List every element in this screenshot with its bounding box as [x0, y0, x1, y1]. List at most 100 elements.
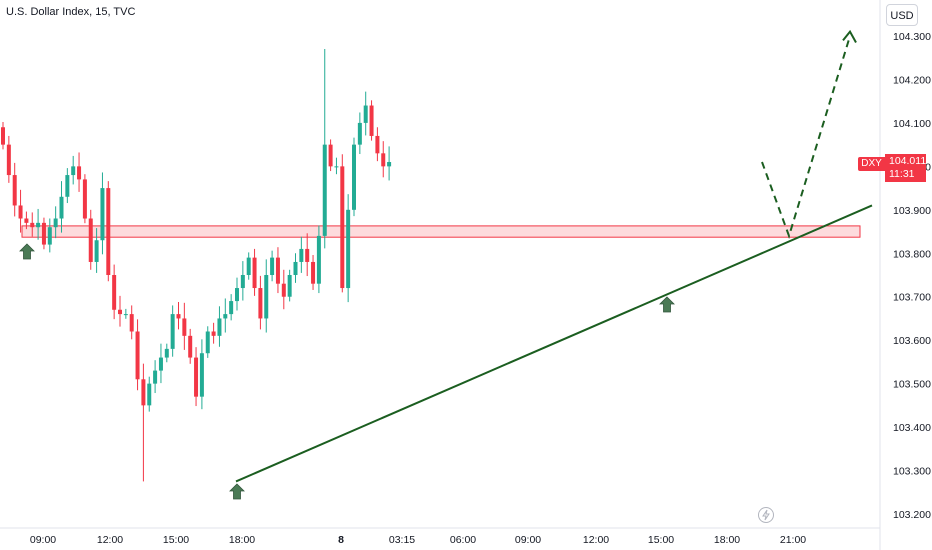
candle-body [293, 261, 298, 275]
projection-arrowhead [842, 29, 857, 44]
y-tick-label: 104.200 [893, 74, 931, 86]
candle [170, 305, 175, 357]
candle [129, 305, 134, 340]
candle-body [328, 144, 333, 167]
candle [322, 49, 327, 249]
candle [106, 181, 111, 282]
candle [287, 269, 292, 302]
ascending-trendline [235, 204, 873, 483]
candle-body [106, 188, 111, 275]
candle-body [235, 288, 239, 302]
candle [252, 248, 257, 296]
candle [53, 206, 58, 239]
candle-body [311, 261, 316, 284]
candle-body [270, 257, 275, 275]
candle [12, 162, 17, 217]
chart-title: U.S. Dollar Index, 15, TVC [6, 6, 136, 18]
candle-body [24, 218, 29, 223]
candle-body [82, 179, 87, 219]
candle [217, 306, 222, 347]
candle [59, 181, 64, 233]
candle-body [36, 222, 41, 228]
y-tick-label: 104.000 [893, 161, 931, 173]
candle [311, 255, 316, 290]
candle-body [100, 188, 105, 241]
candle [158, 343, 163, 384]
candle-body [88, 218, 93, 262]
x-tick-label: 15:00 [163, 534, 189, 546]
candle-body [211, 331, 216, 336]
candle-body [205, 331, 210, 354]
candle-body [53, 218, 58, 228]
candle-body [71, 166, 76, 176]
candle-body [41, 222, 46, 245]
candle-body [199, 353, 204, 397]
candle [363, 91, 368, 136]
candle-body [363, 105, 368, 123]
candle-body [334, 166, 339, 168]
candle [340, 154, 345, 293]
lightning-icon[interactable] [758, 507, 774, 523]
candle [36, 208, 41, 240]
candle [375, 127, 380, 162]
candle-body [316, 235, 321, 284]
candle-body [246, 257, 251, 275]
currency-button[interactable]: USD [886, 4, 918, 26]
x-tick-label: 12:00 [583, 534, 609, 546]
candle-body [135, 331, 140, 380]
candle [369, 100, 374, 141]
candle [194, 347, 199, 407]
y-tick-label: 103.600 [893, 335, 931, 347]
candle-body [357, 122, 362, 145]
candle [94, 228, 99, 273]
candle-body [322, 144, 327, 236]
x-tick-label: 12:00 [97, 534, 123, 546]
candle [41, 217, 46, 250]
candle [112, 264, 117, 320]
candle [275, 247, 280, 294]
candle [141, 363, 146, 482]
y-tick-label: 103.300 [893, 466, 931, 478]
candle-body [281, 283, 286, 297]
candle-body [65, 175, 70, 197]
candle-body [258, 288, 263, 319]
candle-body [264, 275, 269, 319]
candle [47, 218, 52, 253]
x-tick-label: 15:00 [648, 534, 674, 546]
candle [235, 277, 239, 311]
support-zone [21, 225, 861, 238]
candle-body [170, 314, 175, 349]
candle [77, 152, 82, 192]
y-tick-label: 103.400 [893, 422, 931, 434]
candle [211, 322, 216, 344]
candle-body [369, 105, 374, 136]
y-tick-label: 103.700 [893, 292, 931, 304]
candle-body [188, 335, 193, 358]
x-tick-label: 06:00 [450, 534, 476, 546]
candle-body [6, 144, 11, 176]
candle [188, 328, 193, 364]
candle [299, 236, 304, 273]
x-tick-label: 18:00 [229, 534, 255, 546]
candle [65, 168, 70, 204]
candle [240, 261, 245, 301]
projection-path [761, 35, 851, 240]
y-tick-label: 103.900 [893, 205, 931, 217]
x-tick-label: 09:00 [30, 534, 56, 546]
candle-body [240, 275, 245, 289]
candle-body [346, 209, 351, 289]
candle [246, 252, 251, 280]
candle-body [194, 357, 199, 397]
y-tick-label: 103.200 [893, 509, 931, 521]
candle-body [147, 383, 152, 406]
candle [387, 146, 392, 181]
candle [123, 308, 128, 319]
up-arrow-icon [659, 296, 675, 313]
candle-body [153, 370, 158, 384]
candle-body [18, 205, 23, 219]
candle-body [47, 227, 52, 245]
candle [24, 211, 29, 230]
candle-body [182, 318, 187, 336]
candle-body [59, 196, 64, 219]
